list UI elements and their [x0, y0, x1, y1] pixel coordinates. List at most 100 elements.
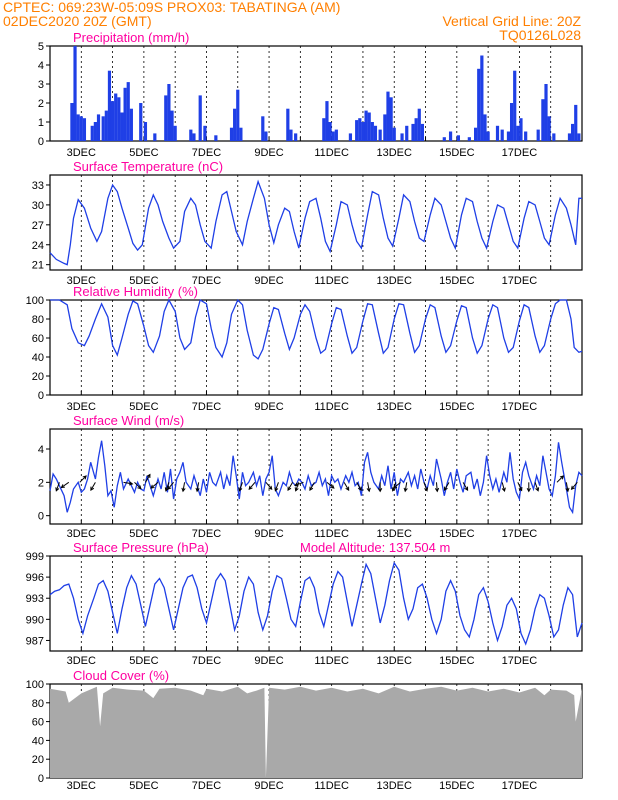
- pressure-xtick-label: 17DEC: [502, 655, 538, 667]
- precipitation-xtick-label: 11DEC: [314, 147, 349, 159]
- wind-xtick-label: 3DEC: [67, 528, 96, 540]
- precipitation-bar: [506, 131, 511, 141]
- precipitation-xtick-label: 9DEC: [254, 147, 283, 159]
- precipitation-xtick-label: 5DEC: [129, 147, 158, 159]
- wind-vector: [294, 481, 304, 486]
- precipitation-bar: [328, 122, 332, 141]
- wind-vector: [423, 482, 428, 491]
- precipitation-bar: [480, 55, 484, 141]
- precipitation-bar: [233, 108, 237, 141]
- precipitation-bar: [378, 129, 382, 141]
- wind-vector-head: [287, 486, 292, 492]
- wind-vector: [565, 482, 569, 492]
- precipitation-ytick-label: 2: [38, 98, 44, 110]
- wind-vector-head: [330, 484, 335, 489]
- cloud-xtick-label: 9DEC: [254, 780, 283, 792]
- wind-vector-head: [345, 486, 350, 492]
- humidity-xtick-label: 15DEC: [439, 401, 475, 413]
- wind-vector-head: [391, 487, 396, 492]
- precipitation-bar: [170, 110, 174, 141]
- wind-vector-head: [146, 473, 151, 479]
- humidity-xtick-label: 17DEC: [502, 401, 538, 413]
- wind-vector: [287, 482, 293, 491]
- humidity-ytick-label: 60: [32, 333, 44, 345]
- wind-title: Surface Wind (m/s): [73, 413, 184, 428]
- precipitation-bar: [571, 123, 575, 141]
- wind-vector: [444, 482, 450, 491]
- wind-vector: [165, 482, 170, 491]
- precipitation-bar: [400, 133, 404, 141]
- wind-vector-head: [366, 487, 371, 493]
- wind-vector-head: [55, 487, 60, 492]
- wind-vector-head: [82, 475, 87, 480]
- precipitation-bar: [544, 84, 548, 141]
- wind-vector-head: [570, 485, 575, 491]
- wind-vector: [145, 474, 151, 483]
- temperature-xtick-label: 3DEC: [67, 275, 96, 287]
- precipitation-bar: [173, 125, 177, 141]
- humidity-ytick-label: 80: [32, 314, 44, 326]
- precipitation-bar: [567, 133, 572, 141]
- wind-ytick-label: 4: [38, 444, 44, 456]
- wind-vector-head: [403, 487, 408, 493]
- temperature-ytick-label: 33: [32, 180, 44, 192]
- wind-vector-head: [195, 487, 200, 493]
- precipitation-bar: [467, 137, 471, 141]
- precipitation-bar: [348, 133, 353, 141]
- wind-vector: [238, 482, 243, 491]
- precipitation-bar: [389, 97, 393, 141]
- wind-vector: [356, 482, 362, 491]
- precipitation-bar: [79, 116, 83, 141]
- wind-xtick-label: 13DEC: [377, 528, 413, 540]
- temperature-xtick-label: 9DEC: [254, 275, 283, 287]
- wind-ytick-label: 2: [38, 477, 44, 489]
- precipitation-bar: [361, 122, 365, 141]
- wind-vector: [167, 482, 174, 490]
- precipitation-bar: [117, 97, 121, 141]
- precipitation-bar: [104, 110, 108, 141]
- wind-vector-head: [565, 487, 570, 493]
- temperature-ytick-label: 30: [32, 200, 44, 212]
- precipitation-bar: [239, 127, 243, 141]
- precipitation-bar: [322, 118, 326, 141]
- cloud-ytick-label: 60: [32, 717, 44, 729]
- wind-vector: [393, 481, 401, 489]
- wind-vector: [90, 482, 96, 491]
- precipitation-title: Precipitation (mm/h): [73, 30, 189, 45]
- pressure-xtick-label: 3DEC: [67, 655, 96, 667]
- temperature-ytick-label: 24: [32, 240, 44, 252]
- precipitation-bar: [456, 135, 460, 141]
- precipitation-bar: [483, 114, 487, 141]
- precipitation-bar: [516, 125, 520, 141]
- wind-vector: [55, 482, 60, 491]
- wind-vector-head: [559, 475, 565, 480]
- precipitation-bar: [123, 87, 127, 141]
- wind-vector-head: [424, 487, 429, 492]
- header-grid-line: Vertical Grid Line: 20Z: [442, 13, 581, 29]
- temperature-xtick-label: 15DEC: [439, 275, 475, 287]
- wind-xtick-label: 7DEC: [192, 528, 221, 540]
- wind-xtick-label: 17DEC: [502, 528, 538, 540]
- precipitation-bar: [120, 112, 124, 141]
- precipitation-bar: [500, 129, 504, 141]
- precipitation-bar: [331, 131, 335, 141]
- precipitation-bar: [547, 116, 551, 141]
- precipitation-bar: [236, 89, 240, 141]
- wind-vector: [150, 481, 159, 489]
- cloud-title: Cloud Cover (%): [73, 668, 169, 683]
- precipitation-bar: [229, 127, 234, 141]
- precipitation-bar: [536, 129, 540, 141]
- wind-vector-head: [181, 487, 186, 493]
- humidity-ytick-label: 0: [38, 390, 44, 402]
- wind-vector: [571, 482, 578, 490]
- humidity-xtick-label: 7DEC: [192, 401, 221, 413]
- wind-xtick-label: 9DEC: [254, 528, 283, 540]
- wind-vector: [61, 481, 70, 488]
- precipitation-xtick-label: 13DEC: [377, 147, 413, 159]
- precipitation-bar: [203, 125, 207, 141]
- precipitation-bar: [325, 101, 329, 141]
- wind-vector-head: [378, 488, 383, 493]
- humidity-line: [50, 298, 583, 360]
- humidity-xtick-label: 11DEC: [314, 401, 349, 413]
